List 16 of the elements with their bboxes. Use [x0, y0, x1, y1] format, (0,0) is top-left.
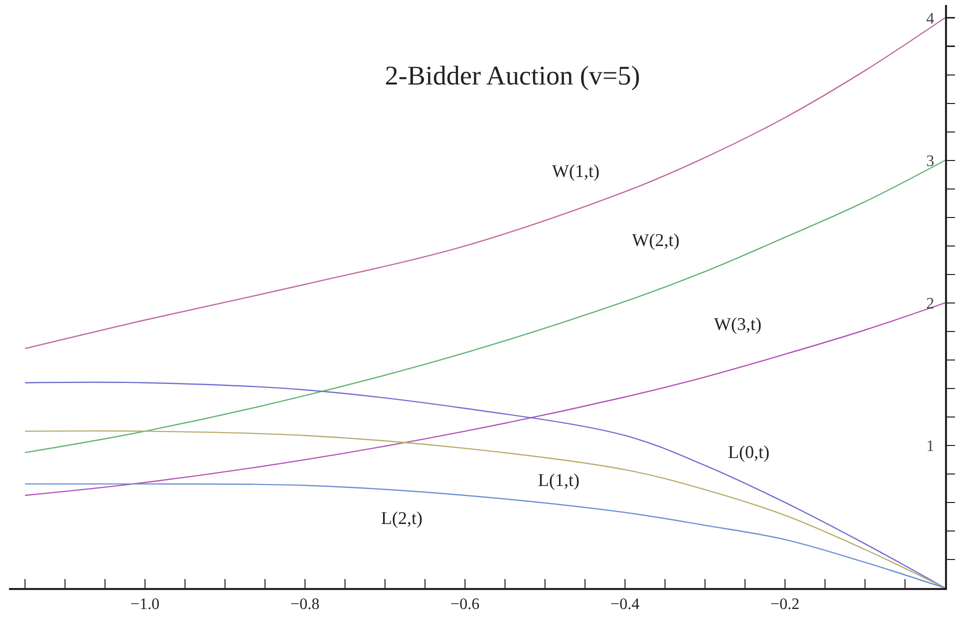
annotation: L(1,t): [538, 470, 580, 490]
x-tick-label: −0.2: [770, 596, 800, 614]
x-tick-label: −1.0: [130, 596, 160, 614]
annotation: L(2,t): [381, 508, 422, 528]
annotation: W(1,t): [552, 161, 600, 181]
x-tick-label: −0.8: [290, 596, 320, 614]
annotation: L(0,t): [728, 442, 770, 462]
text: 2-Bidder Auction (v=5): [384, 60, 640, 91]
x-tick-label: −0.4: [610, 596, 640, 614]
y-tick-label: 1: [926, 438, 934, 456]
annotation: W(3,t): [714, 314, 762, 334]
annotation: W(2,t): [632, 230, 680, 250]
y-tick-label: 4: [926, 10, 934, 28]
y-tick-label: 3: [926, 152, 934, 170]
line-series: [24, 430, 945, 588]
x-tick-label: −0.6: [450, 596, 480, 614]
